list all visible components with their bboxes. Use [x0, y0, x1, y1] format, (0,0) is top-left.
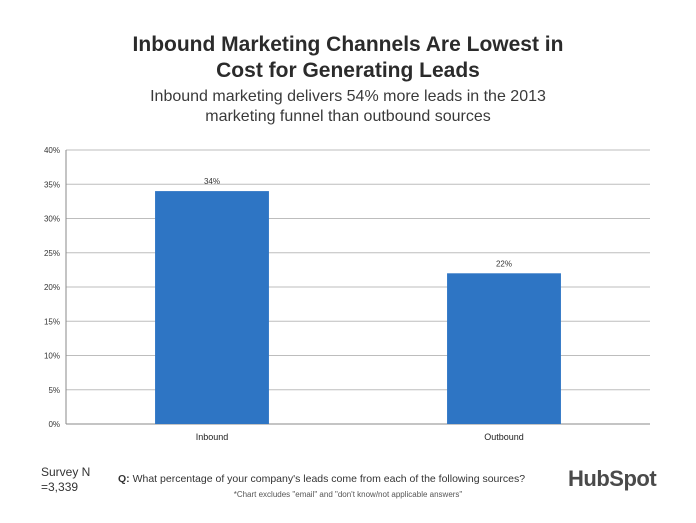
bar-outbound [447, 273, 561, 424]
survey-question: Q: What percentage of your company's lea… [118, 473, 525, 485]
chart-subtitle: Inbound marketing delivers 54% more lead… [0, 87, 696, 127]
y-tick-label: 40% [44, 146, 60, 155]
survey-label: Survey N [41, 465, 91, 479]
chart-subtitle-line-1: Inbound marketing delivers 54% more lead… [150, 88, 546, 105]
data-label: 22% [496, 259, 512, 268]
hubspot-logo: HubSpot [568, 466, 657, 491]
chart-footnote: *Chart excludes "email" and "don't know/… [233, 490, 463, 499]
y-tick-label: 15% [44, 317, 60, 326]
data-label: 34% [204, 177, 220, 186]
question-text: What percentage of your company's leads … [132, 473, 526, 485]
x-tick-label: Outbound [484, 432, 524, 442]
chart-title: Inbound Marketing Channels Are Lowest in… [0, 32, 696, 84]
y-tick-label: 25% [44, 249, 60, 258]
question-prefix: Q: [118, 473, 130, 485]
chart-title-line-2: Cost for Generating Leads [216, 59, 480, 82]
y-tick-label: 10% [44, 352, 60, 361]
y-tick-label: 20% [44, 283, 60, 292]
chart-subtitle-line-2: marketing funnel than outbound sources [205, 108, 491, 125]
y-tick-label: 5% [48, 386, 60, 395]
y-tick-label: 35% [44, 180, 60, 189]
x-tick-label: Inbound [196, 432, 229, 442]
y-tick-label: 0% [48, 420, 60, 429]
chart-title-line-1: Inbound Marketing Channels Are Lowest in [132, 33, 564, 56]
survey-sample-size: Survey N =3,339 [41, 465, 90, 495]
survey-count: =3,339 [41, 480, 79, 494]
bar-inbound [155, 191, 269, 424]
y-tick-label: 30% [44, 215, 60, 224]
